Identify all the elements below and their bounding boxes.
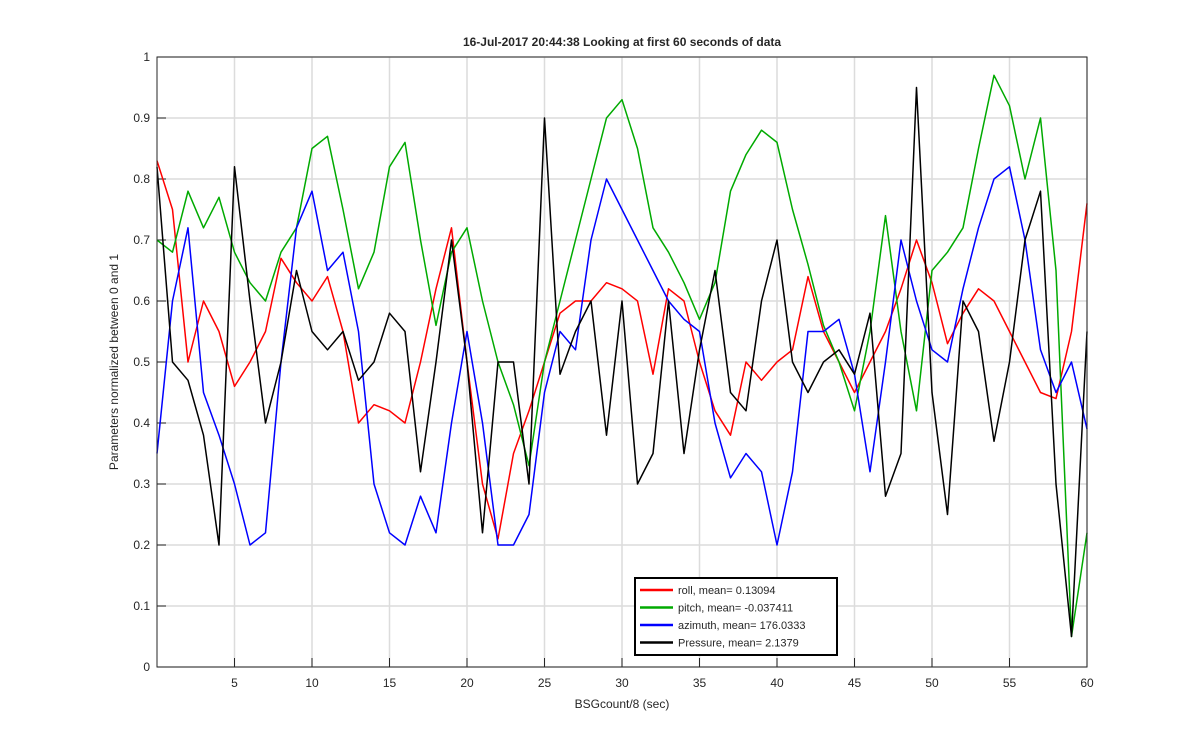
x-axis-label: BSGcount/8 (sec) <box>575 697 670 711</box>
x-tick-label: 25 <box>538 676 552 690</box>
legend-label: roll, mean= 0.13094 <box>678 585 776 597</box>
y-tick-label: 0.5 <box>133 355 150 369</box>
data-line <box>156 86 1088 638</box>
axes-box <box>156 56 1088 668</box>
data-line <box>156 74 1088 638</box>
x-tick-label: 60 <box>1080 676 1094 690</box>
data-line <box>156 166 1088 546</box>
y-tick-label: 0.3 <box>133 477 150 491</box>
y-tick-label: 0.2 <box>133 538 150 552</box>
legend-label: Pressure, mean= 2.1379 <box>678 638 799 650</box>
legend: roll, mean= 0.13094 pitch, mean= -0.03741… <box>634 577 838 656</box>
y-tick-label: 0.4 <box>133 416 150 430</box>
y-tick-label: 0.8 <box>133 172 150 186</box>
y-tick-label: 0.7 <box>133 233 150 247</box>
y-axis-label: Parameters normalized between 0 and 1 <box>107 254 121 470</box>
chart-title: 16-Jul-2017 20:44:38 Looking at first 60… <box>463 35 781 49</box>
x-tick-label: 45 <box>848 676 862 690</box>
x-tick-label: 30 <box>615 676 629 690</box>
y-tick-label: 0.6 <box>133 294 150 308</box>
x-tick-label: 20 <box>460 676 474 690</box>
legend-label: pitch, mean= -0.037411 <box>678 603 793 615</box>
x-tick-label: 55 <box>1003 676 1017 690</box>
y-tick-label: 0.9 <box>133 111 150 125</box>
x-tick-label: 15 <box>383 676 397 690</box>
data-line <box>156 160 1088 540</box>
x-tick-label: 50 <box>925 676 939 690</box>
x-tick-label: 35 <box>693 676 707 690</box>
y-tick-label: 0 <box>143 660 150 674</box>
y-tick-label: 1 <box>143 50 150 64</box>
y-tick-label: 0.1 <box>133 599 150 613</box>
legend-label: azimuth, mean= 176.0333 <box>678 620 806 632</box>
x-tick-label: 10 <box>305 676 319 690</box>
x-tick-label: 5 <box>231 676 238 690</box>
x-tick-label: 40 <box>770 676 784 690</box>
